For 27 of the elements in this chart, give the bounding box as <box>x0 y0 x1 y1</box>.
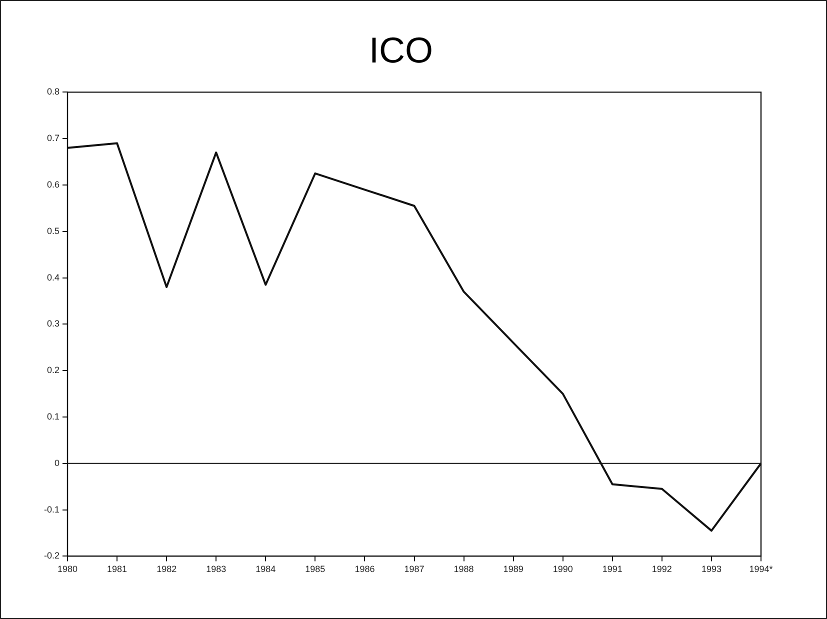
x-tick-label: 1993 <box>701 564 722 574</box>
x-tick-label: 1994* <box>749 564 774 574</box>
y-tick-label: 0.1 <box>46 411 60 422</box>
x-tick-label: 1990 <box>552 564 573 574</box>
y-tick-label: 0.6 <box>46 179 60 190</box>
y-tick-label: 0.5 <box>46 226 60 236</box>
x-tick-label: 1986 <box>354 564 375 574</box>
x-tick-label: 1985 <box>305 564 326 574</box>
y-tick-label: 0 <box>54 458 60 468</box>
x-tick-label: 1991 <box>602 564 622 574</box>
x-tick-label: 1992 <box>652 564 672 574</box>
y-tick-label: 0.3 <box>46 318 60 329</box>
y-tick-label: -0.2 <box>44 550 60 561</box>
y-tick-label: 0.2 <box>46 365 60 376</box>
x-tick-label: 1989 <box>503 564 524 574</box>
y-tick-label: -0.1 <box>44 504 60 514</box>
x-tick-label: 1982 <box>156 564 177 574</box>
y-tick-label: 0.7 <box>46 133 60 144</box>
x-tick-label: 1984 <box>256 564 276 574</box>
x-tick-label: 1988 <box>454 564 474 574</box>
y-tick-label: 0.4 <box>46 272 60 282</box>
x-tick-label: 1987 <box>404 564 424 574</box>
x-tick-label: 1980 <box>57 564 78 574</box>
x-tick-label: 1981 <box>107 564 128 574</box>
chart-title: ICO <box>368 30 434 71</box>
y-tick-label: 0.8 <box>46 86 60 97</box>
x-tick-label: 1983 <box>206 564 226 574</box>
